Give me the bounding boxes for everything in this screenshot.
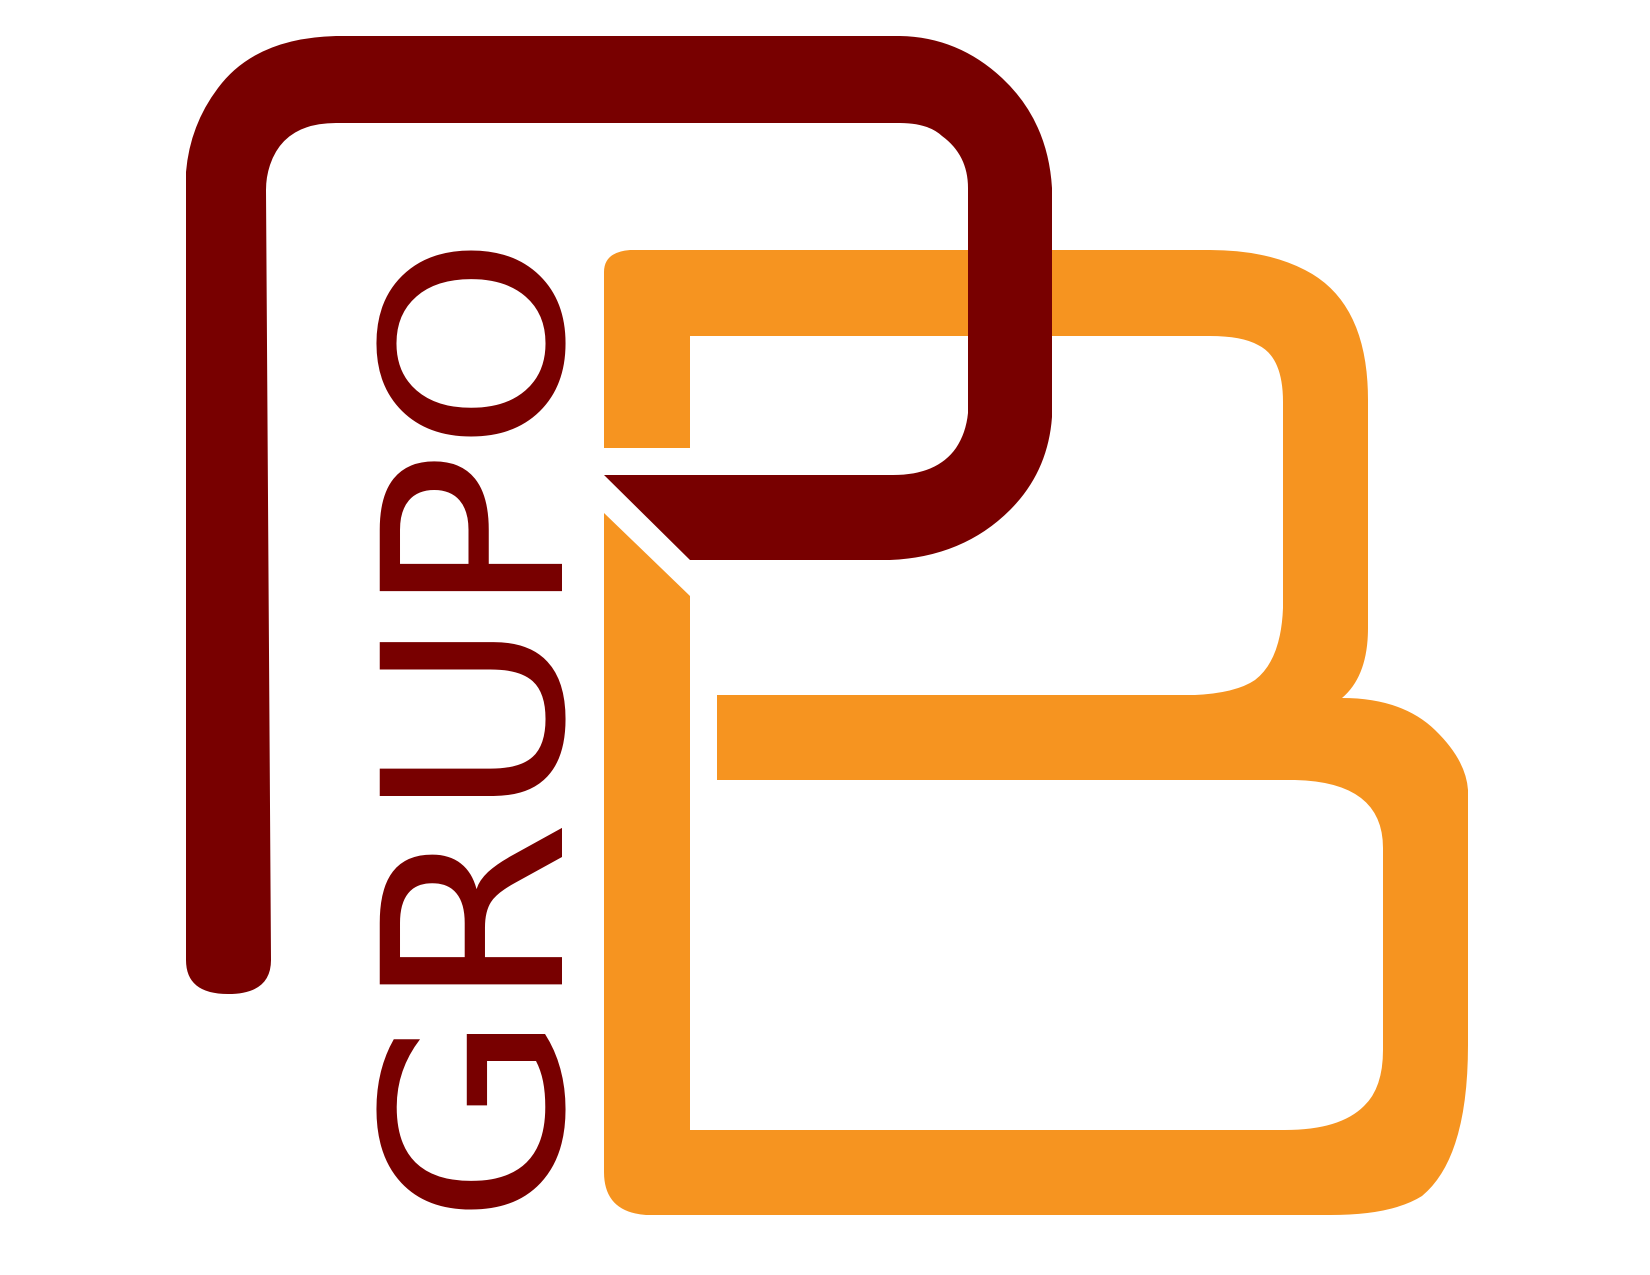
maroon-overlap-strip (968, 250, 1052, 336)
orange-b-top-shape (604, 250, 1468, 1215)
wordmark-grupo: GRUPO (330, 235, 621, 1225)
maroon-frame-shape (186, 36, 1052, 994)
